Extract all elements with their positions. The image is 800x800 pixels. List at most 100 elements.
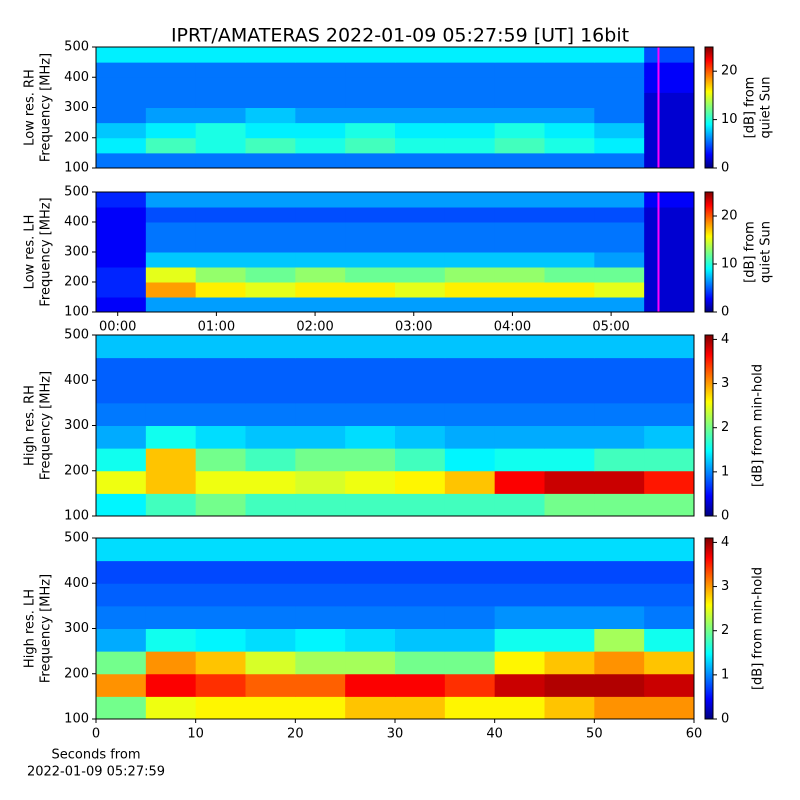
heatmap-cell [594,47,645,63]
colorbar-tick-label: 3 [721,376,729,391]
y-axis-label: Low res. LH [23,215,38,290]
heatmap-cell [96,237,147,253]
heatmap-cell [395,402,446,426]
heatmap-cell [395,696,446,720]
heatmap-cell [544,62,595,78]
y-tick-label: 300 [64,418,89,433]
y-tick-label: 500 [64,40,89,55]
colorbar-tick-label: 20 [721,209,738,224]
heatmap-cell [444,137,496,154]
heatmap-cell [395,297,446,313]
heatmap-cell [145,107,197,124]
heatmap-cell [594,448,645,472]
heatmap-cell [494,380,545,404]
heatmap-cell [644,425,695,449]
heatmap-cell [494,282,545,298]
heatmap-cell [644,297,695,313]
y-tick-label: 500 [64,531,89,546]
heatmap-cell [295,651,346,675]
heatmap-cell [544,152,595,169]
heatmap-cell [444,425,496,449]
y-tick-label: 400 [64,70,89,85]
heatmap-cell [295,122,346,139]
colorbar [704,46,714,169]
heatmap-cell [594,560,645,584]
heatmap-cell [245,222,296,238]
colorbar-tick-label: 2 [721,623,729,638]
heatmap-cell [395,77,446,93]
heatmap-cell [594,357,645,381]
x-tick-label: 50 [586,727,603,742]
y-tick-label: 500 [64,328,89,343]
heatmap-cell [544,696,595,720]
heatmap-cell [195,380,246,404]
heatmap-cell [345,122,396,139]
heatmap-cell [195,335,246,359]
heatmap-cell [395,560,446,584]
y-axis-label: High res. RH [23,385,38,466]
heatmap-cell [195,62,246,78]
heatmap-cell [644,560,695,584]
heatmap-cell [145,448,197,472]
heatmap-cell [594,402,645,426]
heatmap-cell [395,673,446,697]
heatmap-cell [644,583,695,607]
heatmap-cell [245,62,296,78]
heatmap-cell [644,222,695,238]
heatmap-cell [245,605,296,629]
heatmap-cell [494,560,545,584]
x-tick-label: 02:00 [296,320,333,335]
heatmap-cell [444,448,496,472]
heatmap-cell [544,402,595,426]
heatmap-cell [96,402,147,426]
heatmap-cell [594,207,645,223]
heatmap-cell [245,673,296,697]
chart-title: IPRT/AMATERAS 2022-01-09 05:27:59 [UT] 1… [171,25,629,47]
heatmap-cell [594,425,645,449]
heatmap-cell [395,122,446,139]
heatmap-cell [145,425,197,449]
x-tick-label: 10 [187,727,204,742]
heatmap-cell [544,628,595,652]
heatmap-cell [295,192,346,208]
y-tick-label: 100 [64,305,89,320]
heatmap-cell [544,448,595,472]
heatmap-cell [295,62,346,78]
heatmap-cell [245,470,296,494]
heatmap-cell [594,137,645,154]
heatmap-cell [444,696,496,720]
colorbar-tick-label: 1 [721,464,729,479]
heatmap-cell [544,538,595,562]
heatmap-cell [594,237,645,253]
heatmap-cell [345,282,396,298]
heatmap-cell [395,62,446,78]
heatmap-cell [395,252,446,268]
heatmap-cell [195,493,246,517]
heatmap-cell [494,267,545,283]
heatmap-cell [245,448,296,472]
heatmap-cell [544,192,595,208]
heatmap-cell [295,237,346,253]
heatmap-cell [145,538,197,562]
colorbar-label: [dB] from [743,77,758,139]
colorbar-label: quiet Sun [759,76,774,138]
heatmap-cell [444,583,496,607]
heatmap-cell [544,493,595,517]
heatmap-cell [444,538,496,562]
heatmap-cell [644,92,695,108]
heatmap-cell [96,628,147,652]
heatmap-cell [395,448,446,472]
heatmap-cell [544,47,595,63]
heatmap-cell [544,137,595,154]
heatmap-cell [195,696,246,720]
heatmap-cell [345,628,396,652]
heatmap-cell [494,335,545,359]
heatmap-cell [544,673,595,697]
heatmap-cell [295,107,346,124]
heatmap-cell [195,107,246,124]
y-axis-label: Frequency [MHz] [39,197,54,306]
heatmap-cell [295,207,346,223]
heatmap-cell [195,583,246,607]
x-tick-label: 01:00 [198,320,235,335]
heatmap-cell [444,237,496,253]
